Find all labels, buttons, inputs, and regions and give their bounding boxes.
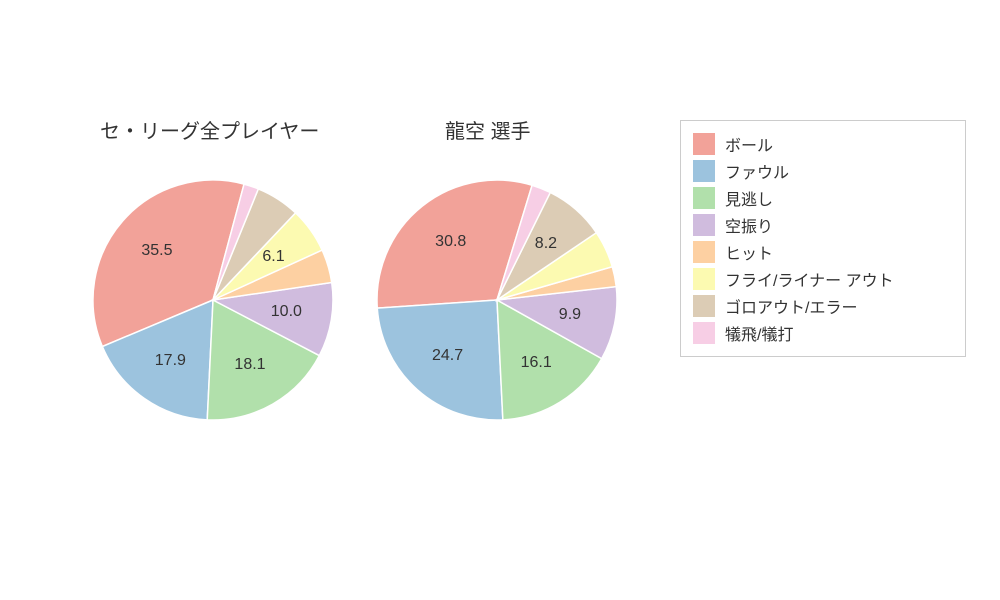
pie-chart-player: 30.8 24.7 16.1 9.9 8.2 [377,180,617,420]
chart-stage: セ・リーグ全プレイヤー 龍空 選手 35.5 17.9 18.1 10.0 6.1 30… [0,0,1000,600]
legend-label: ゴロアウト/エラー [725,294,857,318]
pie-slice-label: 6.1 [262,248,284,266]
pie-slice-label: 30.8 [435,233,466,251]
legend-item: 見逃し [693,186,953,210]
legend-item: ボール [693,132,953,156]
pie-title-league: セ・リーグ全プレイヤー [100,115,319,144]
legend-label: 犠飛/犠打 [725,321,793,345]
legend-label: ヒット [725,240,773,264]
legend-swatch [693,322,715,344]
legend-swatch [693,133,715,155]
legend-swatch [693,241,715,263]
pie-chart-league: 35.5 17.9 18.1 10.0 6.1 [93,180,333,420]
pie-slice-label: 8.2 [535,235,557,253]
legend-swatch [693,187,715,209]
legend-item: ファウル [693,159,953,183]
pie-slice-label: 35.5 [141,242,172,260]
legend-label: ファウル [725,159,789,183]
pie-slice-label: 16.1 [521,354,552,372]
pie-slice-label: 18.1 [234,356,265,374]
legend-swatch [693,160,715,182]
pie-slice-label: 24.7 [432,347,463,365]
pie-title-player: 龍空 選手 [445,115,531,144]
legend-swatch [693,268,715,290]
legend-item: 犠飛/犠打 [693,321,953,345]
legend-item: ヒット [693,240,953,264]
legend-label: フライ/ライナー アウト [725,267,894,291]
legend-swatch [693,214,715,236]
pie-slice-label: 9.9 [559,306,581,324]
legend-label: 空振り [725,213,773,237]
legend: ボールファウル見逃し空振りヒットフライ/ライナー アウトゴロアウト/エラー犠飛/… [680,120,966,357]
pie-slice-label: 17.9 [155,352,186,370]
pie-slice-label: 10.0 [271,303,302,321]
legend-item: ゴロアウト/エラー [693,294,953,318]
legend-label: 見逃し [725,186,773,210]
legend-swatch [693,295,715,317]
legend-item: フライ/ライナー アウト [693,267,953,291]
legend-item: 空振り [693,213,953,237]
legend-label: ボール [725,132,773,156]
